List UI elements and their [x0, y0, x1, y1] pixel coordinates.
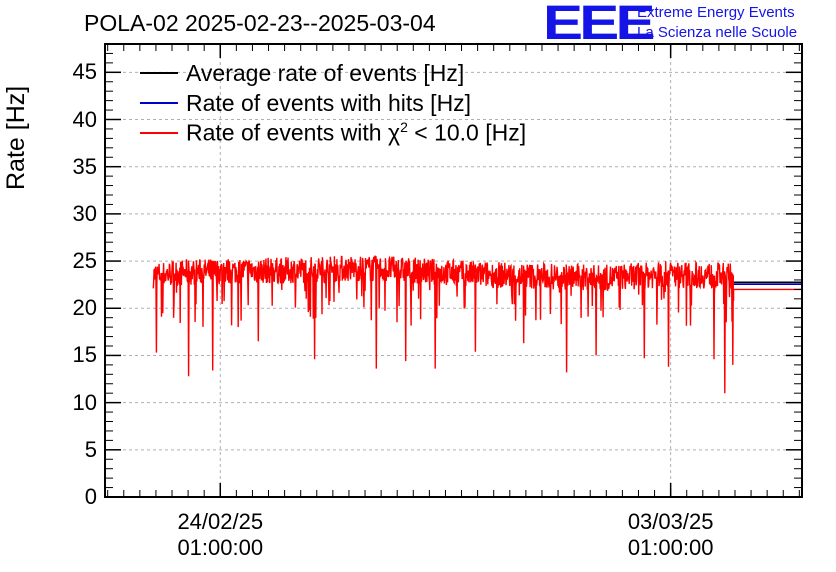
- y-tick-label: 45: [72, 59, 97, 85]
- legend-swatch-hits: [140, 102, 178, 104]
- y-tick-label: 35: [72, 153, 97, 179]
- y-tick-label: 10: [72, 389, 97, 415]
- legend-label-chi2: Rate of events with χ2 < 10.0 [Hz]: [186, 119, 526, 147]
- legend-label-average: Average rate of events [Hz]: [186, 59, 465, 86]
- axis-ticks: [105, 44, 802, 498]
- y-tick-label: 20: [72, 295, 97, 321]
- x-tick-label: 03/03/25 01:00:00: [601, 509, 741, 561]
- eee-logo-text: Extreme Energy Events La Scienza nelle S…: [637, 3, 797, 43]
- x-tick-date: 03/03/25: [627, 509, 714, 534]
- y-tick-label: 15: [72, 342, 97, 368]
- x-tick-time: 01:00:00: [177, 535, 264, 560]
- legend-item-chi2: Rate of events with χ2 < 10.0 [Hz]: [140, 118, 526, 148]
- logo-line-2: La Scienza nelle Scuole: [637, 24, 798, 41]
- chart-title: POLA-02 2025-02-23--2025-03-04: [84, 10, 436, 36]
- legend-label-chi2-prefix: Rate of events with: [186, 119, 388, 146]
- y-tick-label: 40: [72, 106, 97, 132]
- x-tick-time: 01:00:00: [627, 535, 714, 560]
- series-line-2: [152, 255, 802, 394]
- legend-label-chi2-sup: 2: [400, 119, 408, 136]
- y-tick-label: 0: [84, 484, 97, 509]
- logo-line-1: Extreme Energy Events: [637, 4, 795, 21]
- legend-swatch-chi2: [140, 132, 178, 134]
- y-tick-label: 30: [72, 200, 97, 226]
- y-axis-label: Rate [Hz]: [2, 85, 30, 190]
- y-tick-label: 25: [72, 248, 97, 274]
- x-tick-date: 24/02/25: [177, 509, 264, 534]
- series-layer: [152, 255, 802, 394]
- legend-item-hits: Rate of events with hits [Hz]: [140, 88, 526, 118]
- legend: Average rate of events [Hz] Rate of even…: [140, 58, 526, 148]
- legend-swatch-average: [140, 72, 178, 74]
- eee-logo-mark: EEE: [543, 0, 656, 50]
- legend-label-chi2-suffix: < 10.0 [Hz]: [407, 119, 527, 146]
- y-tick-label: 5: [84, 436, 97, 462]
- legend-label-chi2-symbol: χ: [388, 119, 401, 146]
- legend-label-hits: Rate of events with hits [Hz]: [186, 89, 472, 116]
- legend-item-average: Average rate of events [Hz]: [140, 58, 526, 88]
- x-tick-label: 24/02/25 01:00:00: [150, 509, 290, 561]
